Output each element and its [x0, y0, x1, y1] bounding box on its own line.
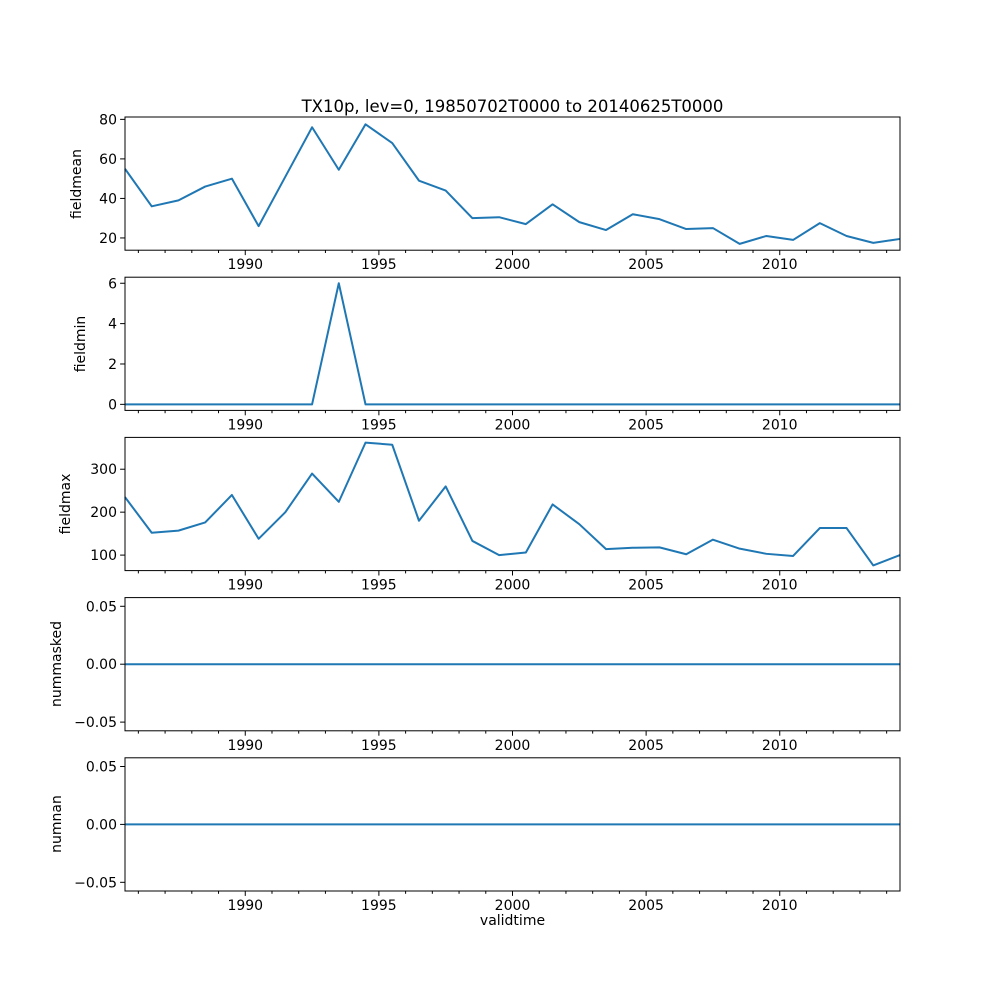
x-tick-label: 2005 — [628, 257, 664, 273]
x-tick-label: 1990 — [227, 738, 263, 754]
x-tick-label: 2000 — [495, 417, 531, 433]
y-tick-label: 20 — [99, 231, 117, 247]
y-tick-label: 0.05 — [86, 759, 117, 775]
y-axis-label-fieldmin: fieldmin — [73, 315, 89, 373]
x-tick-label: 2010 — [762, 417, 798, 433]
x-tick-label: 1995 — [361, 898, 397, 914]
x-axis-label: validtime — [479, 913, 546, 929]
x-tick-label: 2000 — [495, 898, 531, 914]
data-line-fieldmean — [124, 123, 901, 245]
x-tick-label: 2010 — [762, 257, 798, 273]
axes-frame-fieldmin — [124, 276, 901, 411]
y-tick-label: 2 — [108, 357, 117, 373]
x-tick-label: 2005 — [628, 738, 664, 754]
y-tick-label: 0.00 — [86, 657, 117, 673]
x-tick-label: 1995 — [361, 257, 397, 273]
axes-frame-nummasked — [124, 597, 901, 732]
axes-frame-numnan — [124, 757, 901, 892]
x-tick-label: 1995 — [361, 578, 397, 594]
x-tick-label: 2010 — [762, 578, 798, 594]
y-tick-label: 60 — [99, 152, 117, 168]
y-tick-label: 4 — [108, 317, 117, 333]
x-tick-label: 2010 — [762, 738, 798, 754]
y-tick-label: 80 — [99, 112, 117, 128]
y-tick-label: 300 — [90, 462, 117, 478]
y-tick-label: 100 — [90, 548, 117, 564]
chart-title: TX10p, lev=0, 19850702T0000 to 20140625T… — [301, 97, 724, 116]
y-tick-label: 0.00 — [86, 817, 117, 833]
y-axis-label-fieldmean: fieldmean — [69, 148, 85, 219]
axes-frame-fieldmean — [124, 116, 901, 251]
data-line-fieldmin — [125, 282, 900, 406]
x-tick-label: 1990 — [227, 578, 263, 594]
x-tick-label: 2010 — [762, 898, 798, 914]
y-tick-label: 6 — [108, 276, 117, 292]
data-line-fieldmax — [124, 441, 901, 567]
x-tick-label: 1990 — [227, 257, 263, 273]
x-tick-label: 2000 — [495, 257, 531, 273]
y-tick-label: −0.05 — [74, 715, 117, 731]
axes-frame-fieldmax — [124, 436, 901, 572]
x-tick-label: 2000 — [495, 738, 531, 754]
y-axis-label-nummasked: nummasked — [49, 621, 65, 708]
y-axis-label-numnan: numnan — [49, 795, 65, 854]
y-tick-label: 0 — [108, 397, 117, 413]
x-tick-label: 1990 — [227, 417, 263, 433]
y-tick-label: 200 — [90, 505, 117, 521]
x-tick-label: 1995 — [361, 417, 397, 433]
y-tick-label: −0.05 — [74, 875, 117, 891]
x-tick-label: 2005 — [628, 578, 664, 594]
x-tick-label: 1995 — [361, 738, 397, 754]
x-tick-label: 2005 — [628, 417, 664, 433]
y-tick-label: 0.05 — [86, 599, 117, 615]
y-axis-label-fieldmax: fieldmax — [58, 473, 74, 535]
x-tick-label: 1990 — [227, 898, 263, 914]
x-tick-label: 2000 — [495, 578, 531, 594]
x-tick-label: 2005 — [628, 898, 664, 914]
y-tick-label: 40 — [99, 191, 117, 207]
